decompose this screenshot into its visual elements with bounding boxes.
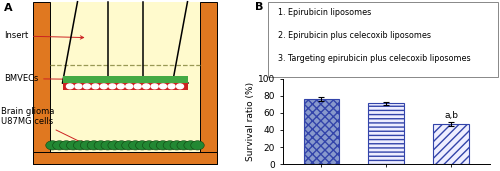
Polygon shape (32, 2, 50, 164)
Circle shape (75, 84, 82, 89)
Circle shape (74, 141, 87, 150)
Text: 3. Targeting epirubicin plus celecoxib liposomes: 3. Targeting epirubicin plus celecoxib l… (278, 54, 470, 63)
Bar (304, 99, 339, 164)
Circle shape (191, 141, 204, 150)
Circle shape (80, 141, 94, 150)
Circle shape (142, 84, 150, 89)
Polygon shape (50, 2, 200, 152)
Polygon shape (32, 152, 218, 164)
Text: 2. Epirubicin plus celecoxib liposomes: 2. Epirubicin plus celecoxib liposomes (278, 31, 430, 40)
Circle shape (177, 141, 190, 150)
Circle shape (92, 84, 99, 89)
Circle shape (176, 84, 184, 89)
Circle shape (142, 141, 156, 150)
Text: B: B (255, 2, 264, 12)
FancyBboxPatch shape (268, 2, 498, 77)
Text: A: A (4, 3, 12, 12)
Y-axis label: Survival ratio (%): Survival ratio (%) (246, 82, 255, 161)
Circle shape (150, 141, 163, 150)
Polygon shape (62, 83, 188, 90)
Circle shape (156, 141, 170, 150)
Circle shape (163, 141, 176, 150)
Circle shape (122, 141, 135, 150)
Circle shape (126, 84, 132, 89)
Text: a,b: a,b (444, 111, 458, 120)
Circle shape (160, 84, 166, 89)
Text: Brain glioma
U87MG cells: Brain glioma U87MG cells (1, 107, 84, 144)
Circle shape (128, 141, 142, 150)
Circle shape (168, 84, 175, 89)
Circle shape (101, 141, 114, 150)
Circle shape (115, 141, 128, 150)
Circle shape (108, 141, 122, 150)
Circle shape (84, 84, 90, 89)
Circle shape (66, 141, 80, 150)
Circle shape (170, 141, 183, 150)
Circle shape (109, 84, 116, 89)
Circle shape (60, 141, 73, 150)
Text: Insert: Insert (4, 31, 84, 40)
Bar (434, 124, 469, 164)
Text: BMVECs: BMVECs (4, 74, 96, 83)
Text: 1. Epirubicin liposomes: 1. Epirubicin liposomes (278, 8, 371, 17)
Polygon shape (200, 2, 218, 164)
Circle shape (52, 141, 66, 150)
Polygon shape (62, 76, 188, 83)
Bar (368, 103, 404, 164)
Circle shape (136, 141, 149, 150)
Circle shape (151, 84, 158, 89)
Circle shape (118, 84, 124, 89)
Circle shape (134, 84, 141, 89)
Circle shape (184, 141, 198, 150)
Circle shape (87, 141, 101, 150)
Circle shape (66, 84, 73, 89)
Circle shape (94, 141, 108, 150)
Circle shape (100, 84, 107, 89)
Circle shape (46, 141, 60, 150)
